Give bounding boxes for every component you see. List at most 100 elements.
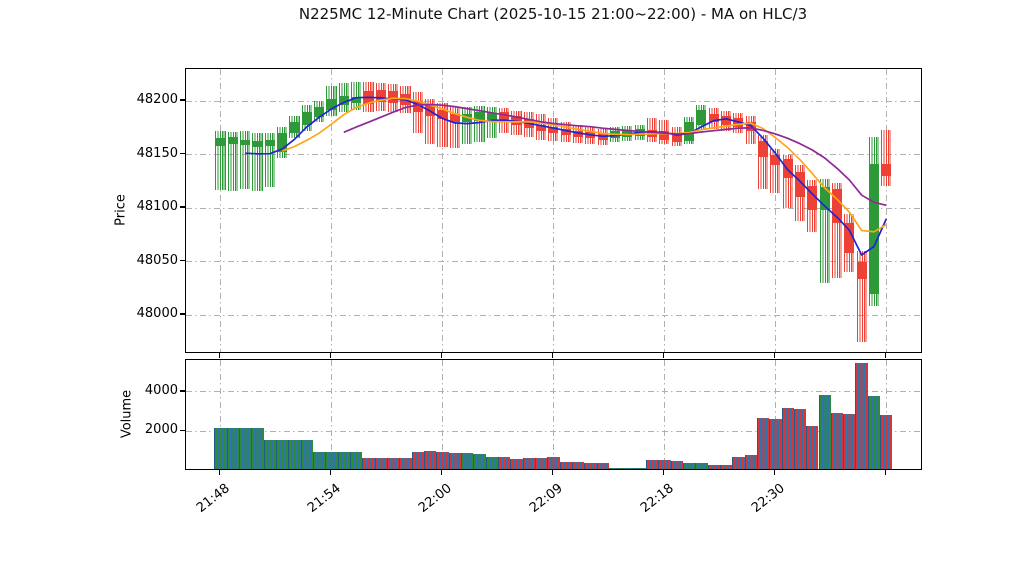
volume-panel [185, 359, 922, 470]
x-tick-label: 22:09 [526, 481, 566, 516]
price-tick-label: 48000 [136, 306, 178, 321]
candle-body-up [227, 137, 238, 144]
volume-bar-down [781, 408, 794, 469]
candle-wick-down [757, 135, 769, 189]
volume-bar-down [411, 452, 424, 469]
price-tick-label: 48200 [136, 92, 178, 107]
x-tick-mark-price [329, 353, 332, 358]
price-tick-mark [180, 206, 185, 208]
candle-body-up [277, 133, 288, 153]
x-tick-mark-volume [884, 470, 886, 475]
candle-wick-down [856, 250, 867, 342]
candle-body-down [412, 101, 423, 112]
price-gridline-vertical [885, 69, 887, 352]
volume-bar-up [349, 451, 363, 469]
candle-body-down [844, 222, 855, 253]
x-tick-mark-price [551, 353, 554, 358]
x-tick-mark-volume [551, 470, 554, 475]
volume-bar-down [732, 457, 745, 469]
candle-body-up [314, 107, 325, 118]
volume-plot-area [186, 360, 921, 469]
volume-bar-up [682, 463, 696, 469]
volume-bar-down [769, 418, 782, 469]
volume-bar-up [621, 468, 634, 469]
volume-gridline-vertical [885, 360, 887, 469]
volume-bar-up [867, 395, 881, 469]
price-tick-label: 48150 [136, 145, 178, 161]
price-gridline-horizontal [186, 207, 921, 209]
volume-bar-up [818, 394, 831, 469]
candle-wick-down [437, 103, 448, 147]
candle-body-up [683, 122, 695, 141]
candle-body-down [535, 124, 547, 131]
candle-body-up [301, 111, 312, 125]
volume-bar-down [423, 451, 437, 469]
x-tick-label: 21:48 [193, 481, 233, 516]
candle-wick-up [474, 106, 485, 142]
candle-wick-down [412, 92, 423, 134]
volume-tick-mark [180, 429, 185, 432]
candle-body-down [881, 164, 892, 176]
ma-line-w11 [343, 103, 887, 207]
volume-bar-down [399, 457, 412, 469]
volume-bar-down [386, 457, 400, 469]
candle-body-up [474, 111, 485, 122]
volume-bar-down [645, 460, 659, 469]
volume-bar-up [288, 440, 301, 469]
candle-body-down [437, 109, 448, 120]
volume-gridline-vertical [774, 360, 776, 469]
x-tick-mark-volume [662, 470, 665, 475]
candle-wick-up [819, 179, 830, 283]
volume-bar-up [485, 456, 498, 469]
candle-body-down [572, 130, 584, 138]
candle-wick-down [881, 129, 892, 186]
candle-wick-up [240, 130, 251, 189]
candle-body-down [659, 130, 670, 140]
volume-gridline-vertical [441, 360, 443, 469]
candle-body-up [215, 138, 226, 146]
candle-body-up [868, 164, 880, 294]
candle-body-down [770, 154, 781, 166]
x-tick-mark-volume [773, 470, 776, 475]
volume-gridline-vertical [220, 360, 221, 469]
candle-body-down [671, 133, 682, 142]
x-tick-mark-price [773, 353, 776, 358]
volume-bar-up [695, 463, 708, 469]
price-gridline-horizontal [186, 154, 921, 155]
candle-wick-down [425, 98, 436, 144]
price-tick-mark [180, 152, 185, 155]
candle-wick-down [831, 183, 843, 278]
candle-body-up [486, 112, 497, 121]
price-gridline-horizontal [186, 261, 921, 262]
volume-bar-up [263, 440, 276, 469]
candle-body-up [326, 98, 337, 110]
price-tick-label: 48050 [136, 252, 178, 268]
candle-body-down [560, 128, 571, 136]
candle-body-up [240, 139, 251, 145]
volume-gridline-vertical [330, 360, 332, 469]
price-tick-label: 48100 [136, 199, 178, 214]
ma-line-w3 [245, 96, 888, 256]
volume-bar-up [238, 428, 252, 469]
candle-wick-down [782, 154, 793, 208]
volume-bar-down [670, 460, 683, 469]
x-tick-mark-volume [329, 470, 332, 475]
candle-body-down [388, 91, 399, 104]
volume-bar-down [448, 453, 461, 469]
ma-lines-overlay [245, 96, 888, 256]
candle-wick-up [462, 107, 473, 144]
candle-wick-up [264, 133, 275, 187]
volume-bar-up [300, 440, 313, 469]
volume-bar-down [510, 458, 523, 469]
candle-body-down [498, 111, 510, 122]
candle-body-down [720, 115, 732, 125]
x-tick-label: 22:00 [415, 481, 455, 516]
volume-bar-down [756, 418, 770, 469]
candle-wick-down [770, 149, 781, 193]
volume-bar-down [497, 457, 511, 469]
volume-bar-down [658, 460, 671, 469]
volume-bar-up [608, 467, 622, 469]
price-gridline-vertical [220, 69, 221, 352]
volume-bar-down [596, 463, 609, 469]
candle-body-up [351, 96, 362, 104]
